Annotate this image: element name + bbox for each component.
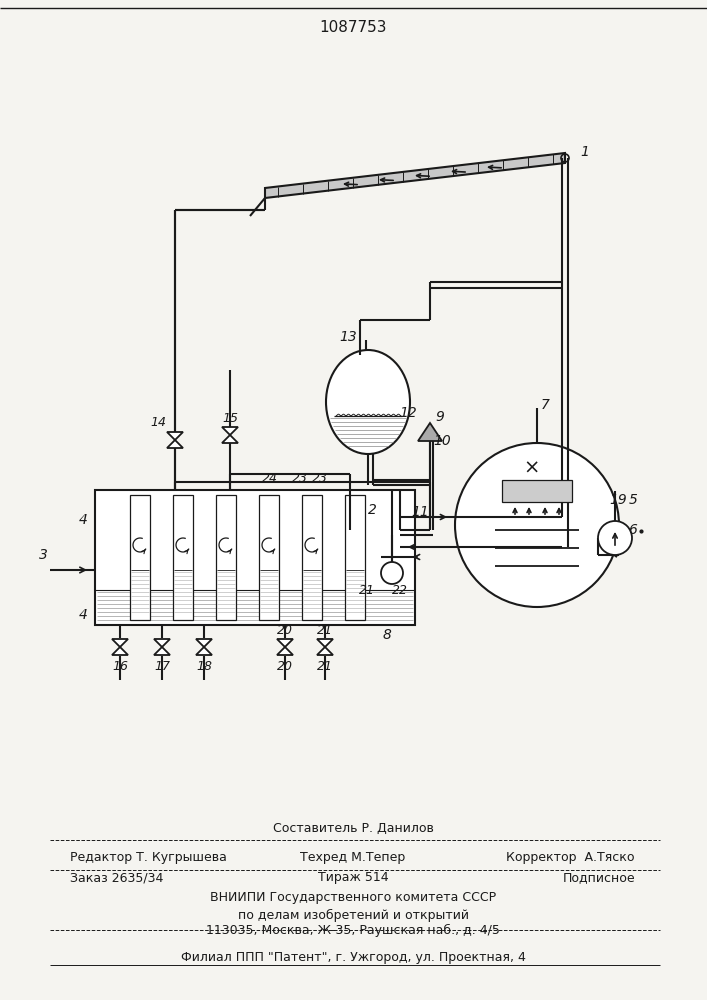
- Bar: [95, 490, 415, 625]
- Text: 19: 19: [609, 493, 627, 507]
- Text: Заказ 2635/34: Заказ 2635/34: [70, 871, 163, 884]
- Polygon shape: [277, 647, 293, 655]
- Text: 21: 21: [317, 660, 333, 674]
- Text: 4: 4: [78, 608, 88, 622]
- Text: 2: 2: [368, 503, 376, 517]
- Circle shape: [455, 443, 619, 607]
- Text: Филиал ППП "Патент", г. Ужгород, ул. Проектная, 4: Филиал ППП "Патент", г. Ужгород, ул. Про…: [180, 951, 525, 964]
- Text: 7: 7: [541, 398, 549, 412]
- Text: Тираж 514: Тираж 514: [317, 871, 388, 884]
- Polygon shape: [167, 432, 183, 440]
- Text: ВНИИПИ Государственного комитета СССР: ВНИИПИ Государственного комитета СССР: [210, 892, 496, 904]
- Text: 6: 6: [629, 523, 638, 537]
- Text: 17: 17: [154, 660, 170, 674]
- Text: 12: 12: [399, 406, 417, 420]
- Polygon shape: [196, 639, 212, 647]
- Text: 20: 20: [277, 660, 293, 674]
- Bar: [130, 495, 150, 620]
- Circle shape: [381, 562, 403, 584]
- Circle shape: [598, 521, 632, 555]
- Text: 1: 1: [580, 145, 590, 159]
- Bar: [345, 495, 365, 620]
- Polygon shape: [154, 639, 170, 647]
- Text: 13: 13: [339, 330, 357, 344]
- Text: 15: 15: [222, 412, 238, 424]
- Text: 23: 23: [312, 472, 328, 485]
- Ellipse shape: [326, 350, 410, 454]
- Text: 23: 23: [292, 472, 308, 485]
- Text: 22: 22: [392, 584, 408, 597]
- Text: 8: 8: [382, 628, 392, 642]
- Text: 18: 18: [196, 660, 212, 674]
- Text: по делам изобретений и открытий: по делам изобретений и открытий: [238, 908, 469, 922]
- Text: 21: 21: [359, 584, 375, 596]
- Text: 10: 10: [433, 434, 451, 448]
- Text: 21: 21: [317, 624, 333, 637]
- Polygon shape: [317, 639, 333, 647]
- Polygon shape: [265, 153, 565, 198]
- Polygon shape: [154, 647, 170, 655]
- Text: 9: 9: [436, 410, 445, 424]
- Text: Корректор  А.Тяско: Корректор А.Тяско: [506, 852, 635, 864]
- Text: Составитель Р. Данилов: Составитель Р. Данилов: [273, 822, 433, 834]
- Text: 1087753: 1087753: [320, 20, 387, 35]
- Text: Редактор Т. Кугрышева: Редактор Т. Кугрышева: [70, 852, 227, 864]
- Bar: [173, 495, 193, 620]
- Bar: [259, 495, 279, 620]
- Text: 113035, Москва, Ж-35, Раушская наб., д. 4/5: 113035, Москва, Ж-35, Раушская наб., д. …: [206, 923, 500, 937]
- Polygon shape: [277, 639, 293, 647]
- Text: 14: 14: [150, 416, 166, 428]
- Polygon shape: [418, 423, 442, 441]
- Polygon shape: [167, 440, 183, 448]
- Text: 4: 4: [78, 513, 88, 527]
- Text: 24: 24: [262, 472, 278, 485]
- Bar: [502, 480, 572, 502]
- Polygon shape: [112, 639, 128, 647]
- Bar: [302, 495, 322, 620]
- Text: Техред М.Тепер: Техред М.Тепер: [300, 852, 406, 864]
- Text: ×: ×: [524, 458, 540, 478]
- Polygon shape: [222, 435, 238, 443]
- Polygon shape: [196, 647, 212, 655]
- Polygon shape: [222, 427, 238, 435]
- Polygon shape: [317, 647, 333, 655]
- Text: 20: 20: [277, 624, 293, 637]
- Text: Подписное: Подписное: [562, 871, 635, 884]
- Text: 5: 5: [629, 493, 638, 507]
- Polygon shape: [112, 647, 128, 655]
- Bar: [216, 495, 236, 620]
- Text: 3: 3: [39, 548, 47, 562]
- Text: 16: 16: [112, 660, 128, 674]
- Text: 11: 11: [411, 505, 429, 519]
